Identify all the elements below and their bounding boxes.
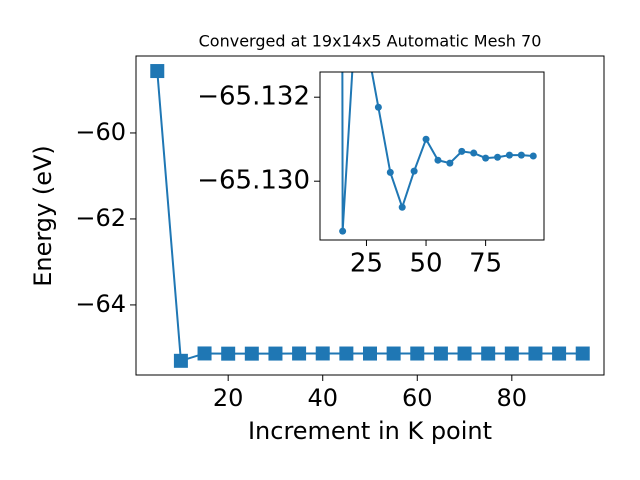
y-tick-label: −62: [75, 204, 126, 232]
marker: [363, 346, 377, 361]
x-tick-label: 20: [213, 384, 244, 412]
marker: [244, 346, 259, 361]
marker: [339, 227, 347, 235]
axes-frame: [319, 71, 545, 241]
marker: [433, 346, 448, 361]
marker: [457, 346, 472, 361]
marker: [458, 147, 466, 155]
marker: [410, 346, 425, 361]
marker: [446, 159, 454, 167]
x-tick-label: 80: [497, 384, 528, 412]
marker: [339, 346, 354, 361]
marker: [529, 152, 537, 160]
marker: [386, 346, 401, 361]
marker: [268, 346, 283, 361]
x-tick-label: 40: [307, 384, 338, 412]
x-axis-label: Increment in K point: [248, 417, 492, 445]
x-tick-label: 50: [409, 249, 442, 279]
marker: [481, 346, 496, 361]
marker: [315, 346, 330, 361]
marker: [292, 346, 307, 361]
series: [339, 72, 537, 235]
marker: [410, 167, 418, 175]
marker: [221, 346, 236, 361]
y-tick-label: −64: [75, 290, 126, 318]
marker: [173, 353, 188, 368]
chart-title: Converged at 19x14x5 Automatic Mesh 70: [199, 32, 542, 51]
y-tick-label: −65.132: [197, 82, 310, 112]
marker: [504, 346, 519, 361]
marker: [575, 346, 590, 361]
marker: [422, 135, 430, 143]
marker: [482, 154, 490, 162]
marker: [528, 346, 543, 361]
series: [150, 64, 590, 368]
marker: [517, 151, 525, 159]
y-tick-label: −65.130: [197, 166, 310, 196]
y-axis-label: Energy (eV): [29, 145, 57, 287]
marker: [434, 156, 442, 164]
marker: [150, 64, 165, 79]
marker: [386, 168, 394, 176]
axes-frame: [135, 55, 605, 376]
marker: [494, 153, 502, 161]
marker: [374, 103, 382, 111]
marker: [197, 346, 212, 361]
marker: [470, 149, 478, 157]
y-tick-label: −60: [75, 118, 126, 146]
marker: [505, 151, 513, 159]
marker: [552, 346, 567, 361]
marker: [398, 203, 406, 211]
x-tick-label: 25: [350, 249, 383, 279]
x-tick-label: 75: [469, 249, 502, 279]
x-tick-label: 60: [402, 384, 433, 412]
